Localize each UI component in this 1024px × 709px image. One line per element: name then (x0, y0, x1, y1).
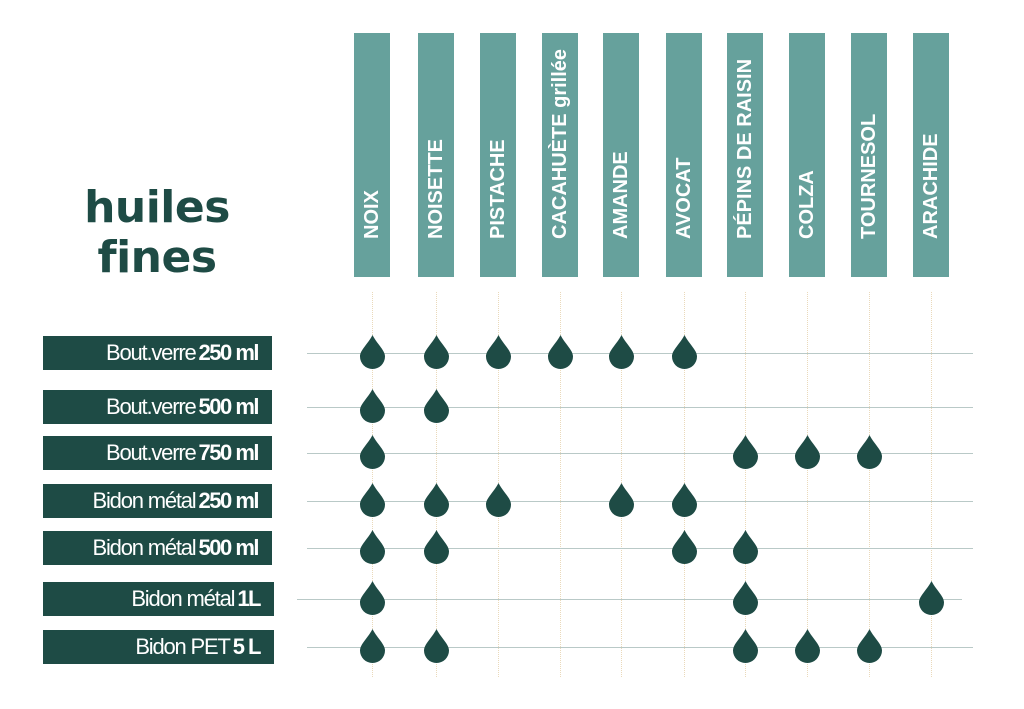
oil-drop-icon (671, 483, 697, 517)
oil-drop-icon (732, 629, 758, 663)
row-label-size: 750 ml (198, 440, 260, 465)
row-label-container: Bout.verre (106, 440, 197, 465)
row-label-container: Bout.verre (106, 340, 197, 365)
oil-drop-icon (608, 483, 634, 517)
column-header-label: CACAHUÈTE grillée (549, 48, 571, 239)
row-label: Bout.verre 750 ml (43, 436, 272, 470)
oil-drop-icon (485, 335, 511, 369)
column-header-2: PISTACHE (480, 33, 516, 277)
oil-drop-icon (794, 435, 820, 469)
column-header-6: PÉPINS DE RAISIN (727, 33, 763, 277)
column-header-0: NOIX (354, 33, 390, 277)
row-line (307, 453, 973, 454)
oil-drop-icon (423, 483, 449, 517)
column-guide (869, 292, 870, 677)
column-header-8: TOURNESOL (851, 33, 887, 277)
oil-drop-icon (732, 435, 758, 469)
column-header-3: CACAHUÈTE grillée (542, 33, 578, 277)
oil-drop-icon (671, 530, 697, 564)
oil-drop-icon (359, 435, 385, 469)
row-line (307, 501, 973, 502)
oil-drop-icon (423, 335, 449, 369)
oil-drop-icon (423, 389, 449, 423)
row-label: Bidon métal 1L (43, 582, 274, 616)
row-label-size: 5 L (232, 634, 262, 659)
row-label: Bidon PET 5 L (43, 630, 274, 664)
column-header-label: NOIX (361, 190, 383, 239)
row-label-size: 250 ml (198, 488, 260, 513)
oil-drop-icon (732, 581, 758, 615)
row-label-size: 1L (237, 586, 261, 611)
column-header-label: PÉPINS DE RAISIN (734, 58, 756, 239)
column-header-9: ARACHIDE (913, 33, 949, 277)
column-header-1: NOISETTE (418, 33, 454, 277)
column-header-7: COLZA (789, 33, 825, 277)
page-title: huiles fines (62, 183, 252, 283)
column-guide (745, 292, 746, 677)
oil-drop-icon (671, 335, 697, 369)
row-line (307, 353, 973, 354)
oil-drop-icon (608, 335, 634, 369)
oil-drop-icon (547, 335, 573, 369)
column-header-5: AVOCAT (666, 33, 702, 277)
oil-drop-icon (359, 581, 385, 615)
column-header-label: TOURNESOL (858, 113, 880, 239)
oil-drop-icon (856, 435, 882, 469)
oil-drop-icon (856, 629, 882, 663)
column-header-label: PISTACHE (487, 139, 509, 239)
column-header-label: AVOCAT (673, 157, 695, 239)
oil-drop-icon (918, 581, 944, 615)
row-label: Bidon métal 500 ml (43, 531, 272, 565)
oil-drop-icon (423, 629, 449, 663)
row-label: Bidon métal 250 ml (43, 484, 272, 518)
row-label: Bout.verre 500 ml (43, 390, 272, 424)
oil-drop-icon (485, 483, 511, 517)
column-header-4: AMANDE (603, 33, 639, 277)
row-label-container: Bout.verre (106, 394, 197, 419)
row-line (307, 407, 973, 408)
oil-drop-icon (359, 629, 385, 663)
title-line-1: huiles (84, 182, 230, 233)
oil-drop-icon (359, 389, 385, 423)
row-line (307, 647, 973, 648)
row-label-size: 250 ml (198, 340, 260, 365)
oil-drop-icon (423, 530, 449, 564)
row-label: Bout.verre 250 ml (43, 336, 272, 370)
row-line (307, 548, 973, 549)
column-header-label: AMANDE (610, 151, 632, 239)
row-label-container: Bidon métal (131, 586, 235, 611)
column-guide (931, 292, 932, 677)
column-header-label: COLZA (796, 170, 818, 239)
column-header-label: NOISETTE (425, 138, 447, 239)
column-guide (560, 292, 561, 677)
oil-drop-icon (794, 629, 820, 663)
row-label-container: Bidon métal (92, 488, 197, 513)
oil-drop-icon (732, 530, 758, 564)
row-label-size: 500 ml (198, 394, 260, 419)
column-guide (807, 292, 808, 677)
oil-drop-icon (359, 530, 385, 564)
row-label-container: Bidon métal (92, 535, 197, 560)
column-header-label: ARACHIDE (920, 133, 942, 239)
oil-drop-icon (359, 483, 385, 517)
title-line-2: fines (97, 232, 217, 283)
oil-drop-icon (359, 335, 385, 369)
row-line (297, 599, 962, 600)
row-label-container: Bidon PET (135, 634, 231, 659)
row-label-size: 500 ml (198, 535, 260, 560)
